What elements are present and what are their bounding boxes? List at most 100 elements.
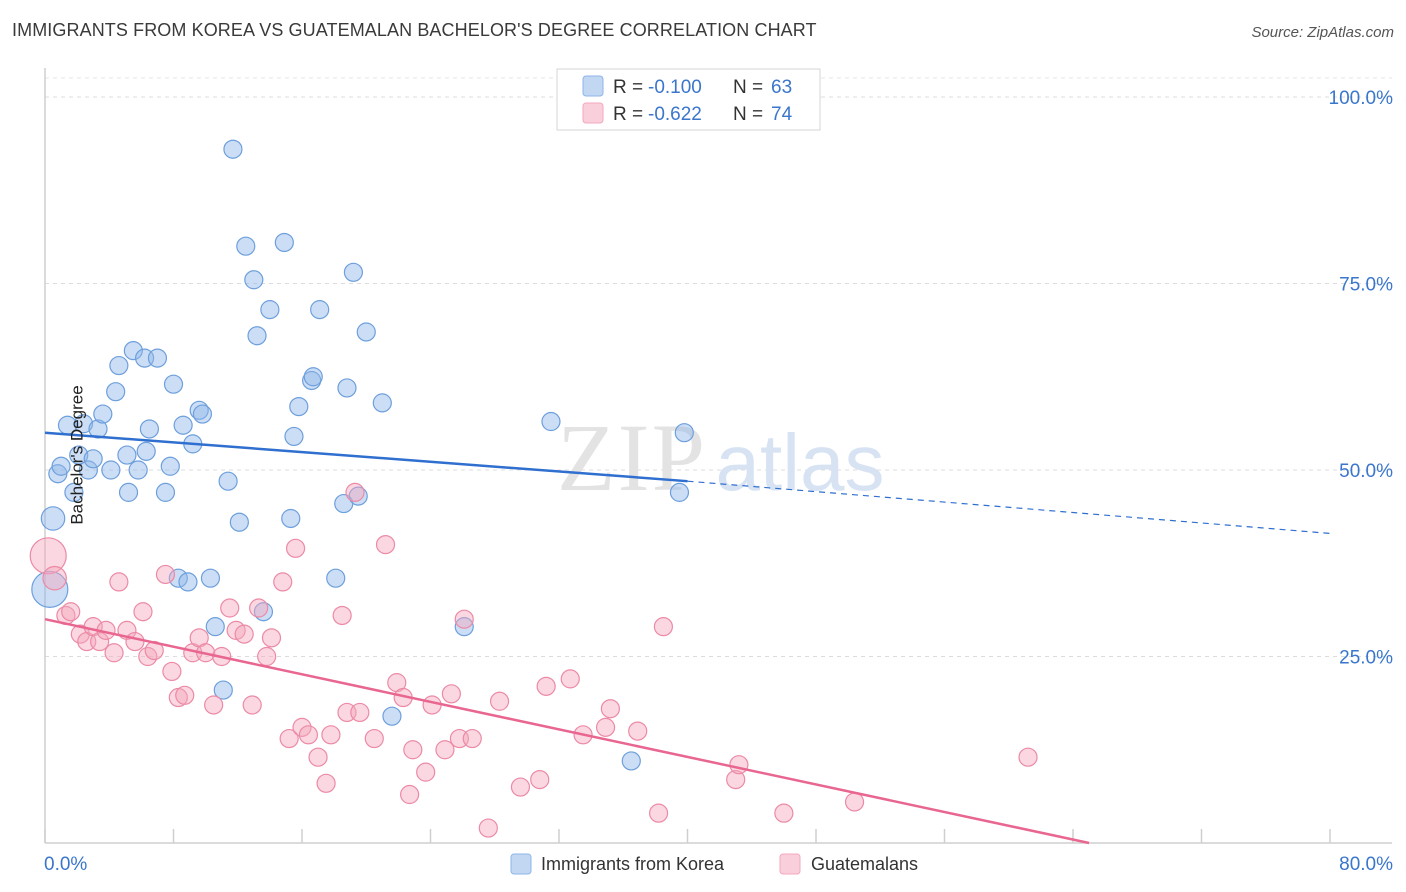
legend-r-label: R = bbox=[613, 77, 643, 98]
point-korea bbox=[106, 382, 126, 402]
point-guatemalans bbox=[345, 482, 365, 502]
point-guatemalans bbox=[844, 792, 865, 812]
point-korea bbox=[621, 751, 641, 771]
point-guatemalans bbox=[316, 773, 336, 793]
point-guatemalans bbox=[595, 717, 616, 737]
point-korea bbox=[284, 426, 304, 447]
point-guatemalans bbox=[285, 538, 306, 558]
point-guatemalans bbox=[375, 534, 396, 555]
point-guatemalans bbox=[416, 762, 436, 782]
point-guatemalans bbox=[90, 631, 110, 652]
point-guatemalans bbox=[155, 564, 176, 585]
point-korea bbox=[229, 512, 249, 532]
y-tick-label: 100.0% bbox=[1329, 88, 1394, 109]
point-korea bbox=[348, 486, 368, 506]
point-korea bbox=[218, 471, 238, 491]
trend-line-korea bbox=[44, 431, 688, 483]
source-label: Source: ZipAtlas.com bbox=[1251, 24, 1394, 41]
point-guatemalans bbox=[530, 769, 550, 790]
point-korea bbox=[147, 348, 168, 368]
point-korea bbox=[289, 396, 309, 417]
point-korea bbox=[128, 460, 148, 480]
point-korea bbox=[109, 355, 129, 376]
legend-r-value: -0.622 bbox=[648, 104, 702, 125]
legend-label-korea: Immigrants from Korea bbox=[541, 854, 725, 874]
point-guatemalans bbox=[510, 777, 531, 797]
y-axis-label: Bachelor's Degree bbox=[67, 385, 87, 525]
point-korea bbox=[160, 456, 180, 476]
point-korea bbox=[117, 445, 137, 465]
grid bbox=[45, 77, 1392, 657]
point-guatemalans bbox=[536, 676, 556, 696]
x-tick-label: 80.0% bbox=[1339, 854, 1393, 875]
point-korea bbox=[541, 411, 561, 432]
point-guatemalans bbox=[109, 572, 129, 592]
point-guatemalans bbox=[162, 661, 182, 682]
legend-n-value: 74 bbox=[771, 104, 793, 125]
point-guatemalans bbox=[729, 755, 749, 775]
watermark-atlas: atlas bbox=[716, 418, 885, 507]
tick-labels: 100.0% 75.0% 50.0% 25.0% 0.0% 80.0% bbox=[44, 88, 1393, 875]
point-korea bbox=[244, 270, 264, 290]
watermark: ZIP atlas bbox=[557, 404, 884, 511]
point-korea bbox=[155, 482, 176, 502]
point-guatemalans bbox=[1018, 747, 1038, 767]
point-guatemalans bbox=[257, 646, 277, 667]
point-korea bbox=[260, 300, 280, 320]
point-guatemalans bbox=[441, 684, 461, 704]
point-guatemalans bbox=[308, 747, 328, 767]
point-guatemalans bbox=[220, 598, 240, 618]
point-korea bbox=[136, 441, 156, 461]
point-guatemalans bbox=[234, 624, 254, 644]
x-tick-label: 0.0% bbox=[44, 854, 87, 875]
stats-legend: R = -0.100 N = 63 R = -0.622 N = 74 bbox=[556, 68, 821, 131]
data-points bbox=[29, 139, 1038, 838]
point-guatemalans bbox=[332, 605, 352, 626]
point-guatemalans bbox=[350, 702, 370, 723]
point-korea bbox=[200, 568, 221, 588]
point-guatemalans bbox=[560, 669, 580, 689]
chart-title: IMMIGRANTS FROM KOREA VS GUATEMALAN BACH… bbox=[12, 20, 817, 40]
point-guatemalans bbox=[204, 695, 224, 715]
point-guatemalans bbox=[489, 691, 510, 711]
point-guatemalans bbox=[364, 728, 384, 749]
point-guatemalans bbox=[42, 565, 67, 591]
point-guatemalans bbox=[462, 728, 482, 749]
watermark-zip: ZIP bbox=[557, 404, 707, 511]
point-korea bbox=[78, 460, 98, 480]
point-guatemalans bbox=[261, 628, 282, 648]
point-guatemalans bbox=[774, 803, 794, 823]
point-guatemalans bbox=[653, 617, 674, 637]
y-tick-label: 50.0% bbox=[1339, 461, 1393, 482]
y-tick-label: 25.0% bbox=[1339, 648, 1393, 669]
trend-lines bbox=[44, 431, 1331, 845]
point-guatemalans bbox=[279, 728, 299, 749]
point-guatemalans bbox=[249, 598, 269, 618]
trend-line-guatemalans bbox=[44, 617, 1090, 845]
legend-n-label: N = bbox=[733, 104, 763, 125]
legend-swatch-guatemalans-bottom bbox=[779, 853, 801, 875]
point-guatemalans bbox=[648, 803, 669, 823]
point-guatemalans bbox=[454, 609, 474, 629]
point-guatemalans bbox=[321, 725, 341, 745]
point-guatemalans bbox=[175, 685, 195, 705]
point-korea bbox=[343, 262, 363, 282]
point-korea bbox=[356, 322, 376, 342]
point-guatemalans bbox=[273, 572, 293, 592]
point-korea bbox=[223, 139, 243, 159]
point-korea bbox=[101, 460, 121, 480]
point-korea bbox=[310, 300, 330, 320]
point-korea bbox=[192, 404, 213, 424]
point-korea bbox=[669, 482, 690, 502]
series-guatemalans bbox=[29, 482, 1038, 838]
point-korea bbox=[173, 415, 193, 435]
point-korea bbox=[326, 568, 346, 588]
point-korea bbox=[51, 456, 71, 476]
trend-line-korea-extension bbox=[687, 480, 1331, 535]
point-guatemalans bbox=[104, 643, 124, 663]
point-korea bbox=[168, 568, 188, 588]
legend-r-value: -0.100 bbox=[648, 77, 702, 98]
legend-n-value: 63 bbox=[771, 77, 792, 98]
point-korea bbox=[93, 404, 113, 424]
